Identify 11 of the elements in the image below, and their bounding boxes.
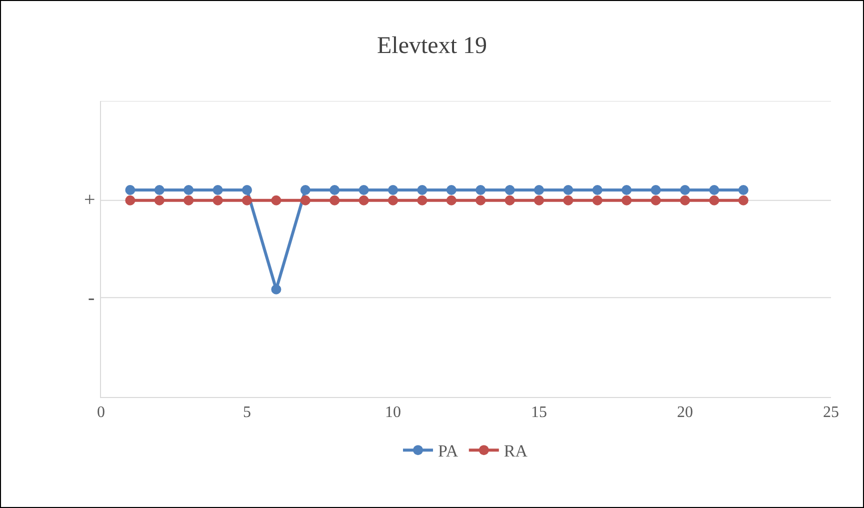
legend-label: PA [438,442,459,461]
x-tick-label: 0 [97,404,105,422]
ref-line-label: + [84,189,96,211]
chart-title: Elevtext 19 [377,33,487,60]
ref-line-label: - [88,287,95,309]
x-tick-label: 20 [677,404,693,422]
x-tick-label: 10 [385,404,401,422]
x-tick-label: 5 [243,404,251,422]
x-tick-label: 25 [823,404,839,422]
x-tick-label: 15 [531,404,547,422]
legend-label: RA [504,442,528,461]
